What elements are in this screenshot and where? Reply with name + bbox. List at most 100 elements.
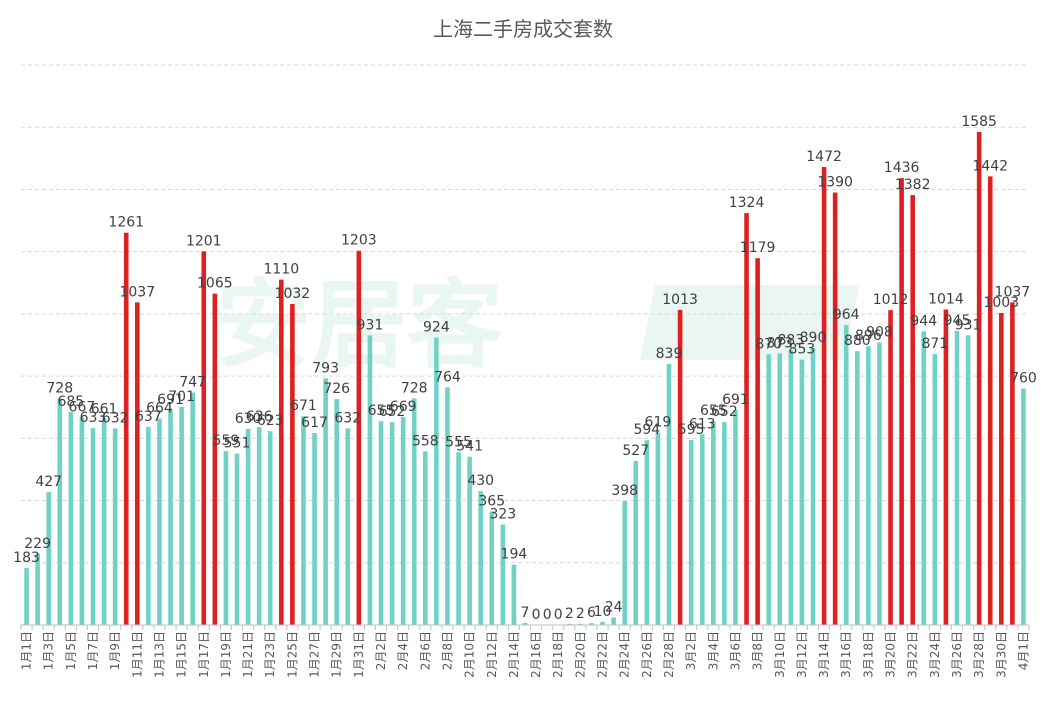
x-tick-label: 4月1日	[1016, 631, 1030, 670]
bar	[821, 167, 827, 626]
data-label: 637	[135, 409, 162, 425]
bar	[267, 431, 273, 625]
data-label: 908	[866, 325, 893, 341]
data-label: 24	[605, 600, 623, 616]
bar	[611, 617, 616, 625]
bar	[345, 428, 351, 625]
data-label: 398	[611, 483, 638, 499]
x-tick-label: 3月26日	[950, 631, 964, 678]
data-label: 183	[13, 550, 40, 566]
data-label: 964	[833, 307, 860, 323]
x-tick-label: 3月22日	[906, 631, 920, 678]
data-label: 323	[489, 507, 516, 523]
bar	[733, 410, 738, 625]
data-labels-group: 1832294277286856676336616321261103763766…	[13, 114, 1037, 623]
bar	[688, 439, 694, 625]
bar	[722, 422, 727, 625]
data-label: 728	[401, 381, 428, 397]
data-label: 1179	[740, 240, 776, 256]
data-label: 2	[576, 606, 585, 622]
data-label: 671	[290, 398, 317, 414]
bar	[976, 131, 982, 625]
bar	[888, 310, 893, 625]
data-label: 1014	[928, 292, 964, 308]
data-label: 691	[157, 392, 184, 408]
x-tick-label: 3月8日	[751, 631, 765, 670]
data-label: 636	[246, 409, 273, 425]
x-tick-label: 1月15日	[175, 631, 189, 678]
bar	[68, 411, 74, 625]
x-tick-label: 1月11日	[130, 631, 144, 678]
bar	[987, 176, 993, 625]
data-label: 2	[565, 606, 574, 622]
bar	[932, 354, 938, 625]
bar	[46, 492, 51, 625]
x-tick-label: 3月20日	[884, 631, 898, 678]
x-tick-label: 3月30日	[994, 631, 1008, 678]
data-label: 430	[467, 473, 494, 489]
bar	[312, 433, 317, 625]
data-label: 551	[224, 436, 251, 452]
x-tick-label: 2月10日	[463, 631, 477, 678]
data-label: 632	[102, 410, 129, 426]
data-label: 365	[478, 493, 505, 509]
bar	[201, 251, 207, 626]
x-tick-label: 2月26日	[640, 631, 654, 678]
bar	[57, 398, 63, 625]
bar	[744, 213, 749, 625]
bar	[511, 564, 517, 625]
bar	[843, 325, 849, 625]
bar	[788, 350, 794, 625]
data-label: 558	[412, 433, 439, 449]
bar	[943, 309, 949, 625]
bar	[356, 250, 362, 626]
x-tick-label: 1月5日	[64, 631, 78, 670]
data-label: 896	[855, 328, 882, 344]
data-label: 6	[587, 605, 596, 621]
data-label: 1203	[341, 233, 377, 249]
bar	[190, 392, 195, 625]
x-tick-label: 1月31日	[352, 631, 366, 678]
bar	[855, 351, 860, 625]
x-tick-label: 1月19日	[219, 631, 233, 678]
data-label: 1065	[197, 276, 233, 292]
bar	[24, 568, 29, 625]
chart-title: 上海二手房成交套数	[433, 17, 613, 41]
data-label: 669	[390, 399, 417, 415]
bar	[522, 622, 528, 625]
x-tick-label: 2月22日	[596, 631, 610, 678]
bar	[622, 501, 627, 625]
bar	[434, 337, 439, 625]
bar	[1010, 302, 1015, 625]
x-axis: 1月1日 1月3日 1月5日 1月7日 1月9日 1月11日 1月13日 1月15日 1月17日…	[20, 624, 1030, 678]
bar	[323, 378, 328, 625]
bar	[910, 195, 915, 626]
watermark-logo-icon	[640, 285, 860, 360]
bar	[146, 426, 151, 625]
data-label: 880	[844, 333, 871, 349]
data-label: 527	[622, 443, 649, 459]
gridlines	[21, 64, 1029, 564]
data-label: 655	[368, 403, 395, 419]
data-label: 890	[800, 330, 827, 346]
bar	[578, 623, 583, 625]
bar	[234, 453, 240, 625]
x-tick-label: 2月8日	[440, 631, 454, 670]
data-label: 555	[445, 434, 472, 450]
bar	[699, 434, 705, 625]
bar	[279, 279, 284, 625]
x-tick-label: 2月24日	[618, 631, 632, 678]
x-tick-label: 1月21日	[241, 631, 255, 678]
bar	[832, 192, 838, 625]
bar	[921, 331, 927, 625]
data-label: 873	[766, 335, 793, 351]
data-label: 1037	[119, 284, 155, 300]
data-label: 1442	[972, 158, 1008, 174]
x-tick-label: 2月12日	[485, 631, 499, 678]
x-tick-label: 1月23日	[263, 631, 277, 678]
data-label: 619	[645, 414, 672, 430]
bar	[123, 232, 129, 625]
data-label: 1436	[884, 160, 920, 176]
bar	[600, 621, 605, 625]
x-tick-label: 2月14日	[507, 631, 521, 678]
